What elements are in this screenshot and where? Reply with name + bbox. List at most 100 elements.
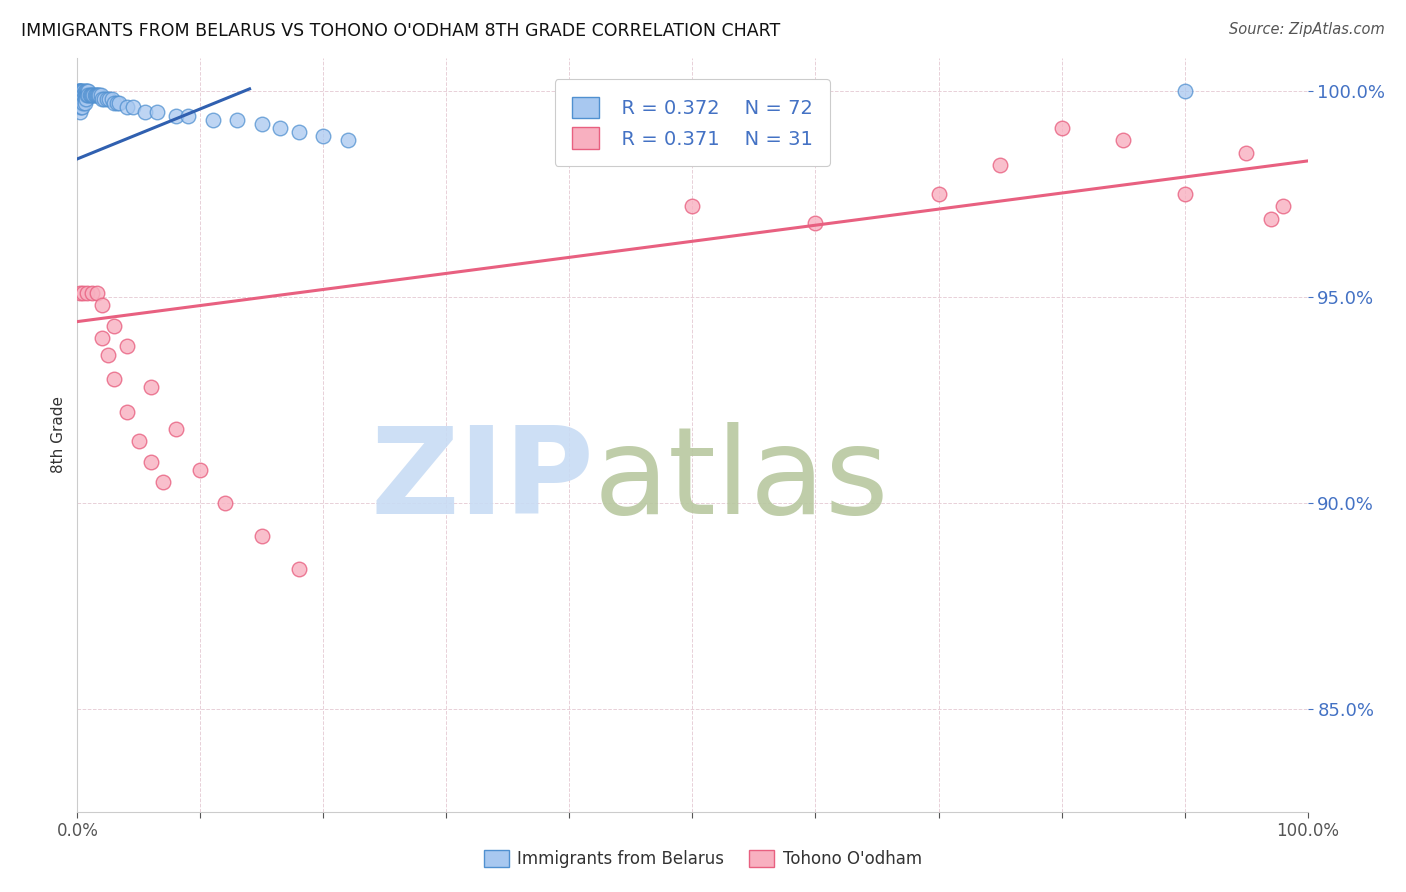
Point [70,88,93,103]
Point [93,92,115,106]
Text: Source: ZipAtlas.com: Source: ZipAtlas.com [1229,22,1385,37]
Point [72,96,94,111]
Point [214,496,236,510]
Point [73,88,96,103]
Point [67,84,90,98]
Point [97,347,120,361]
Point [86,285,108,300]
Point [69,104,91,119]
Point [77,84,100,98]
Point [70,100,93,114]
Point [146,104,169,119]
Point [103,372,125,386]
Point [165,109,187,123]
Point [337,133,360,147]
Point [141,455,163,469]
Point [70,96,93,111]
Point [1234,145,1257,160]
Point [98,92,121,106]
Point [69,92,91,106]
Point [73,96,96,111]
Point [70,88,93,103]
Point [87,88,110,103]
Point [82,88,104,103]
Point [250,117,273,131]
Point [76,88,98,103]
Point [67,84,90,98]
Point [115,100,138,114]
Point [115,339,138,353]
Legend:   R = 0.372    N = 72,   R = 0.371    N = 31: R = 0.372 N = 72, R = 0.371 N = 31 [554,79,831,166]
Point [134,104,156,119]
Point [86,88,108,103]
Point [70,96,93,111]
Point [188,463,212,477]
Point [1050,120,1073,135]
Point [79,88,101,103]
Point [69,100,91,114]
Point [165,422,187,436]
Point [988,158,1011,172]
Point [73,84,96,98]
Text: atlas: atlas [595,422,890,539]
Legend: Immigrants from Belarus, Tohono O'odham: Immigrants from Belarus, Tohono O'odham [478,843,928,875]
Point [73,92,96,106]
Text: IMMIGRANTS FROM BELARUS VS TOHONO O'ODHAM 8TH GRADE CORRELATION CHART: IMMIGRANTS FROM BELARUS VS TOHONO O'ODHA… [21,22,780,40]
Point [90,88,112,103]
Point [69,96,91,111]
Point [77,88,100,103]
Point [128,434,150,448]
Point [90,298,114,312]
Point [76,285,98,300]
Point [105,96,128,111]
Point [141,380,163,394]
Text: ZIP: ZIP [370,422,595,539]
Point [72,84,94,98]
Y-axis label: 8th Grade: 8th Grade [51,396,66,474]
Point [226,112,249,127]
Point [288,125,311,139]
Point [101,92,124,106]
Point [70,100,93,114]
Point [121,100,143,114]
Point [69,84,91,98]
Point [83,88,105,103]
Point [103,318,125,333]
Point [89,88,111,103]
Point [76,84,98,98]
Point [312,129,335,144]
Point [1174,186,1197,201]
Point [72,88,94,103]
Point [75,92,97,106]
Point [69,88,91,103]
Point [75,84,97,98]
Point [928,186,950,201]
Point [288,562,311,576]
Point [70,84,93,98]
Point [1260,211,1282,226]
Point [70,92,93,106]
Point [67,88,90,103]
Point [201,112,224,127]
Point [69,285,91,300]
Point [90,92,114,106]
Point [1272,199,1295,213]
Point [80,88,103,103]
Point [67,96,90,111]
Point [70,92,93,106]
Point [90,331,114,345]
Point [1174,84,1197,98]
Point [70,88,93,103]
Point [70,84,93,98]
Point [82,285,104,300]
Point [682,199,704,213]
Point [804,216,827,230]
Point [67,84,90,98]
Point [67,100,90,114]
Point [72,92,94,106]
Point [69,84,91,98]
Point [72,285,94,300]
Point [250,529,273,543]
Point [269,120,291,135]
Point [75,88,97,103]
